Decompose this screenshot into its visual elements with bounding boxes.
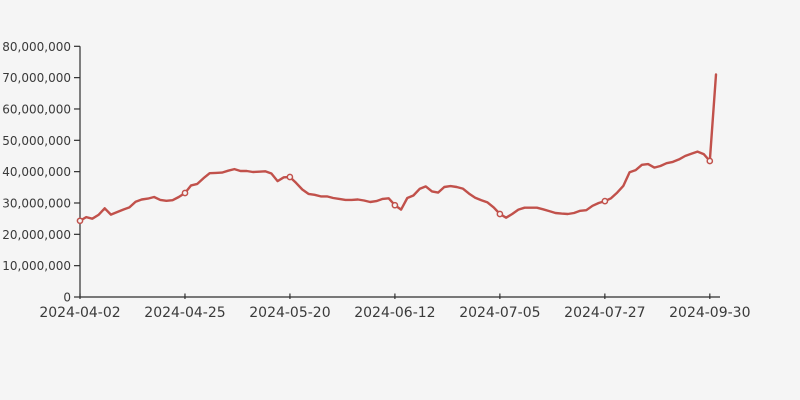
x-tick-label: 2024-06-12 — [354, 305, 435, 321]
y-tick-label: 80,000,000 — [2, 40, 71, 54]
y-tick-label: 50,000,000 — [2, 134, 71, 148]
data-point-marker — [706, 157, 714, 165]
y-tick-label: 40,000,000 — [2, 165, 71, 179]
data-markers — [76, 157, 714, 225]
y-tick-label: 60,000,000 — [2, 102, 71, 116]
y-tick-label: 20,000,000 — [2, 228, 71, 242]
y-tick-label: 30,000,000 — [2, 196, 71, 210]
axes: 0 10,000,000 20,000,000 30,000,000 40,000,00… — [2, 40, 750, 321]
x-tick-label: 2024-05-20 — [249, 305, 330, 321]
x-tick-label: 2024-09-30 — [669, 305, 750, 321]
data-point-marker — [76, 217, 84, 225]
data-point-marker — [181, 189, 189, 197]
x-tick-label: 2024-07-27 — [564, 305, 645, 321]
data-point-marker — [496, 210, 504, 218]
y-tick-label: 0 — [63, 291, 71, 305]
x-tick-label: 2024-04-02 — [39, 305, 120, 321]
x-tick-label: 2024-04-25 — [144, 305, 225, 321]
data-point-marker — [286, 173, 294, 181]
y-tick-label: 70,000,000 — [2, 71, 71, 85]
x-tick-label: 2024-07-05 — [459, 305, 540, 321]
data-line — [78, 73, 718, 223]
data-point-marker — [601, 197, 609, 205]
data-point-marker — [391, 201, 399, 209]
y-tick-label: 10,000,000 — [2, 259, 71, 273]
